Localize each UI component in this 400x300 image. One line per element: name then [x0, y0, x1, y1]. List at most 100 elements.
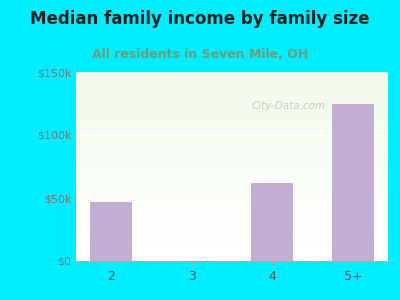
- Bar: [76, 75, 388, 77]
- Bar: [76, 167, 388, 168]
- Bar: [76, 190, 388, 192]
- Text: City-Data.com: City-Data.com: [251, 101, 325, 111]
- Bar: [76, 121, 388, 122]
- Bar: [76, 146, 388, 148]
- Bar: [76, 168, 388, 170]
- Bar: [76, 148, 388, 149]
- Bar: [76, 201, 388, 203]
- Bar: [76, 228, 388, 230]
- Bar: [76, 80, 388, 81]
- Bar: [76, 94, 388, 96]
- Bar: [76, 155, 388, 157]
- Bar: [76, 174, 388, 176]
- Bar: [76, 111, 388, 113]
- Bar: [76, 88, 388, 89]
- Bar: [76, 185, 388, 187]
- Bar: [76, 149, 388, 151]
- Bar: [76, 193, 388, 195]
- Bar: [76, 215, 388, 217]
- Bar: [76, 102, 388, 104]
- Bar: [76, 242, 388, 244]
- Bar: [76, 223, 388, 225]
- Bar: [76, 179, 388, 181]
- Bar: [76, 143, 388, 144]
- Text: All residents in Seven Mile, OH: All residents in Seven Mile, OH: [92, 48, 308, 61]
- Bar: [76, 253, 388, 255]
- Bar: [76, 234, 388, 236]
- Bar: [76, 182, 388, 184]
- Bar: [76, 208, 388, 209]
- Bar: [76, 195, 388, 196]
- Bar: [76, 170, 388, 171]
- Bar: [76, 231, 388, 233]
- Bar: [76, 77, 388, 78]
- Bar: [76, 100, 388, 102]
- Bar: [76, 203, 388, 204]
- Bar: [76, 211, 388, 212]
- Bar: [76, 135, 388, 136]
- Bar: [76, 209, 388, 211]
- Bar: [76, 103, 388, 105]
- Bar: [76, 206, 388, 208]
- Bar: [76, 130, 388, 132]
- Bar: [76, 244, 388, 245]
- Bar: [76, 196, 388, 198]
- Bar: [76, 96, 388, 97]
- Bar: [76, 258, 388, 260]
- Bar: [332, 103, 374, 261]
- Bar: [76, 217, 388, 218]
- Bar: [76, 154, 388, 155]
- Bar: [76, 171, 388, 173]
- Bar: [76, 160, 388, 162]
- Bar: [76, 105, 388, 106]
- Bar: [76, 108, 388, 110]
- Bar: [76, 260, 388, 261]
- Bar: [76, 236, 388, 237]
- Bar: [76, 124, 388, 125]
- Bar: [76, 233, 388, 234]
- Bar: [76, 136, 388, 138]
- Bar: [76, 91, 388, 92]
- Bar: [76, 173, 388, 174]
- Bar: [76, 226, 388, 228]
- Bar: [76, 176, 388, 178]
- Bar: [76, 187, 388, 188]
- Bar: [76, 72, 388, 74]
- Bar: [76, 92, 388, 94]
- Bar: [76, 122, 388, 124]
- Bar: [76, 113, 388, 115]
- Bar: [76, 251, 388, 253]
- Bar: [76, 81, 388, 83]
- Bar: [76, 250, 388, 251]
- Bar: [76, 237, 388, 239]
- Bar: [76, 239, 388, 241]
- Bar: [76, 248, 388, 250]
- Bar: [76, 138, 388, 140]
- Bar: [76, 119, 388, 121]
- Bar: [76, 118, 388, 119]
- Bar: [76, 116, 388, 118]
- Bar: [76, 132, 388, 134]
- Bar: [76, 110, 388, 111]
- Bar: [76, 214, 388, 215]
- Bar: [76, 106, 388, 108]
- Bar: [76, 97, 388, 99]
- Bar: [76, 83, 388, 85]
- Bar: [76, 204, 388, 206]
- Bar: [76, 245, 388, 247]
- Bar: [76, 115, 388, 116]
- Bar: [76, 141, 388, 143]
- Bar: [76, 99, 388, 100]
- Bar: [76, 151, 388, 152]
- Bar: [76, 188, 388, 190]
- Bar: [76, 140, 388, 141]
- Bar: [76, 162, 388, 163]
- Bar: [76, 218, 388, 220]
- Bar: [90, 202, 132, 261]
- Bar: [76, 125, 388, 127]
- Text: Median family income by family size: Median family income by family size: [30, 11, 370, 28]
- Bar: [76, 184, 388, 185]
- Bar: [76, 241, 388, 242]
- Bar: [76, 230, 388, 231]
- Bar: [76, 198, 388, 200]
